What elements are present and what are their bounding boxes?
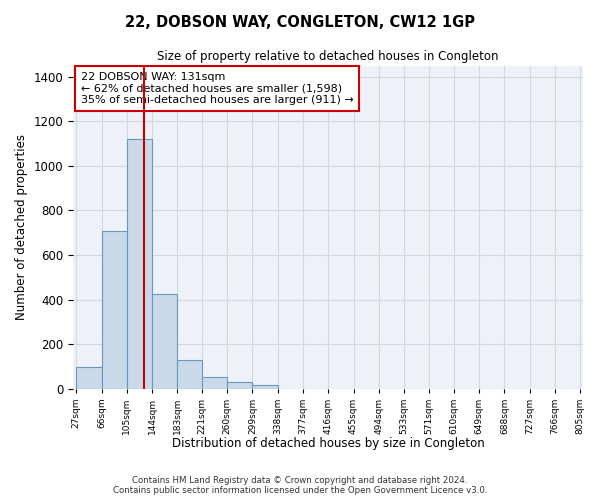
Bar xyxy=(178,360,202,389)
Text: 22, DOBSON WAY, CONGLETON, CW12 1GP: 22, DOBSON WAY, CONGLETON, CW12 1GP xyxy=(125,15,475,30)
Bar xyxy=(101,230,127,389)
Bar xyxy=(227,382,253,389)
Bar xyxy=(127,139,152,389)
Bar xyxy=(253,386,278,389)
Bar xyxy=(76,366,101,389)
Bar xyxy=(202,376,227,389)
Text: 22 DOBSON WAY: 131sqm
← 62% of detached houses are smaller (1,598)
35% of semi-d: 22 DOBSON WAY: 131sqm ← 62% of detached … xyxy=(80,72,353,105)
X-axis label: Distribution of detached houses by size in Congleton: Distribution of detached houses by size … xyxy=(172,437,485,450)
Text: Contains HM Land Registry data © Crown copyright and database right 2024.
Contai: Contains HM Land Registry data © Crown c… xyxy=(113,476,487,495)
Y-axis label: Number of detached properties: Number of detached properties xyxy=(15,134,28,320)
Bar xyxy=(152,294,178,389)
Title: Size of property relative to detached houses in Congleton: Size of property relative to detached ho… xyxy=(157,50,499,63)
